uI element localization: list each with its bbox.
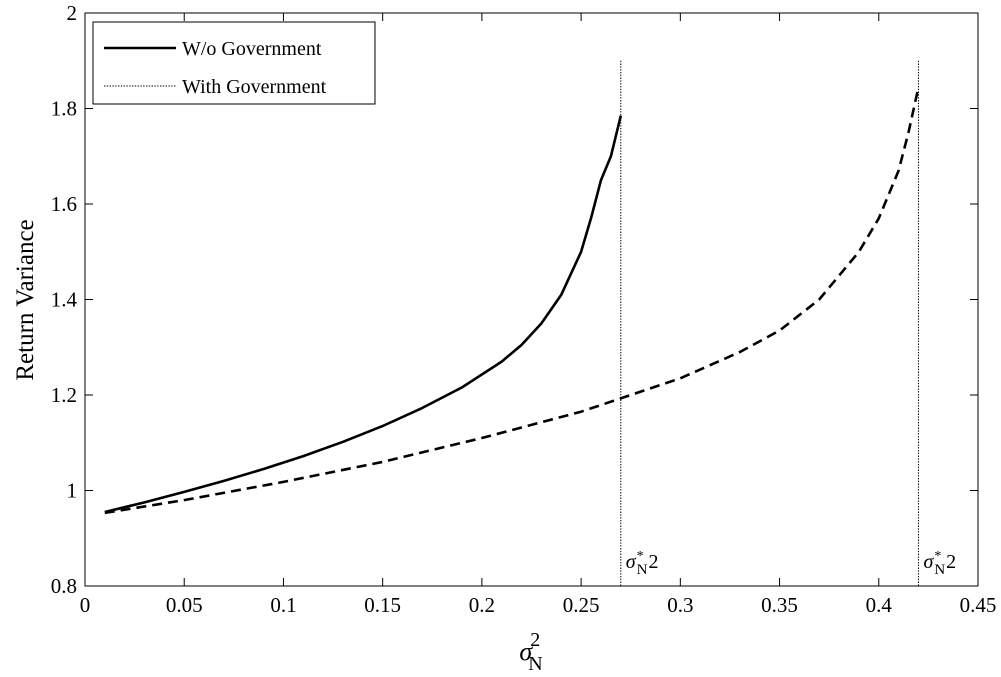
x-tick-label: 0.3: [667, 593, 693, 617]
legend-label-without-government: W/o Government: [182, 38, 322, 60]
x-axis-label-sup: 2: [530, 629, 540, 651]
sigma-star-annotation: σ* N2: [626, 549, 659, 578]
series-line-solid: [104, 115, 623, 514]
y-tick-label: 1.4: [51, 288, 78, 312]
y-tick-label: 1.6: [51, 192, 77, 216]
legend-label-with-government: With Government: [182, 76, 327, 98]
x-tick-label: 0.05: [166, 593, 203, 617]
x-tick-label: 0.1: [270, 593, 296, 617]
x-tick-label: 0.4: [866, 593, 893, 617]
x-tick-label: 0: [80, 593, 91, 617]
axis-ticks: 0 0.05 0.1 0.15 0.2 0.25 0.3 0.35 0.4 0.45 0.8 1 1.2…: [51, 1, 997, 617]
x-axis-label-base: σ: [519, 637, 533, 666]
legend: W/o Government With Government: [92, 21, 376, 105]
sigma-star-annotation: σ* N2: [923, 549, 956, 578]
x-tick-label: 0.2: [469, 593, 495, 617]
y-tick-label: 2: [67, 1, 78, 25]
y-axis-label: Return Variance: [12, 219, 39, 380]
series-lines: [104, 60, 920, 586]
x-tick-label: 0.45: [960, 593, 997, 617]
x-tick-label: 0.35: [761, 593, 798, 617]
y-tick-label: 1.8: [51, 97, 77, 121]
x-axis-label: σ2 N: [519, 629, 542, 675]
y-tick-label: 0.8: [51, 574, 77, 598]
x-axis-label-sub: N: [528, 653, 542, 675]
y-tick-label: 1: [67, 479, 78, 503]
legend-box: [92, 21, 376, 105]
x-tick-label: 0.15: [364, 593, 401, 617]
y-tick-label: 1.2: [51, 383, 77, 407]
x-tick-label: 0.25: [563, 593, 600, 617]
series-line-dashed: [104, 86, 920, 515]
annotations: σ* N2 σ* N2: [626, 549, 956, 578]
